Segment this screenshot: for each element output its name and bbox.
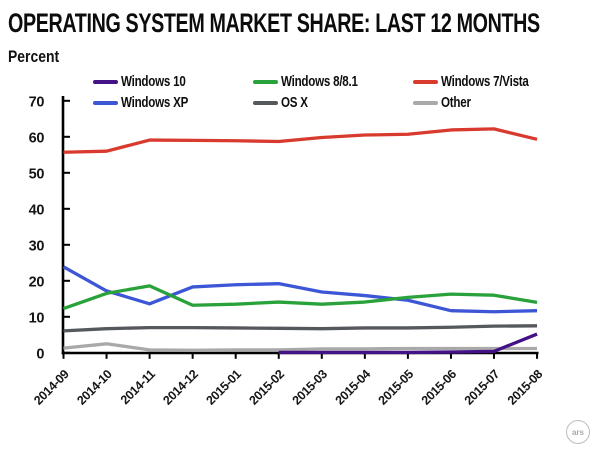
series-line-other (63, 342, 538, 352)
y-axis-title: Percent (8, 47, 60, 66)
legend-label-os-x: OS X (281, 95, 308, 111)
y-tick-label-60: 60 (29, 130, 45, 146)
legend-item-windows-7-vista: Windows 7/Vista (413, 74, 573, 90)
legend-swatch-windows-7-vista (413, 80, 438, 84)
legend-swatch-windows-8-8-1 (253, 80, 278, 84)
legend-item-windows-8-8-1: Windows 8/8.1 (253, 74, 413, 90)
y-tick-label-0: 0 (36, 346, 44, 362)
legend-swatch-os-x (253, 101, 278, 105)
legend-swatch-other (413, 101, 438, 105)
series-line-windows-xp (62, 265, 538, 314)
ars-logo-text: ars (571, 427, 584, 437)
x-tick-label-2014-09: 2014-09 (31, 367, 72, 408)
x-tick-label-2015-04: 2015-04 (333, 367, 374, 408)
x-tick-label-2015-06: 2015-06 (419, 367, 460, 408)
y-tick-label-30: 30 (29, 238, 45, 254)
ars-technica-logo: ars (566, 420, 590, 444)
legend-item-other: Other (413, 95, 573, 111)
x-tick-label-2015-02: 2015-02 (247, 367, 288, 408)
series-line-windows-10 (278, 332, 538, 355)
series-line-windows-7-vista (63, 127, 538, 154)
y-tick-label-50: 50 (29, 166, 45, 182)
legend-label-other: Other (441, 95, 471, 111)
legend-item-windows-xp: Windows XP (93, 95, 253, 111)
y-tick-label-70: 70 (29, 94, 45, 110)
legend-swatch-windows-10 (93, 80, 118, 84)
legend-label-windows-7-vista: Windows 7/Vista (441, 74, 529, 90)
y-tick-label-10: 10 (29, 310, 45, 326)
page-title: OPERATING SYSTEM MARKET SHARE: LAST 12 M… (8, 8, 540, 38)
legend-swatch-windows-xp (93, 101, 118, 105)
x-tick-label-2014-12: 2014-12 (160, 367, 201, 408)
legend-label-windows-10: Windows 10 (121, 74, 186, 90)
y-tick-label-40: 40 (29, 202, 45, 218)
legend-label-windows-xp: Windows XP (121, 95, 189, 111)
legend-item-os-x: OS X (253, 95, 413, 111)
x-tick-label-2014-10: 2014-10 (74, 367, 115, 408)
x-tick-label-2015-03: 2015-03 (290, 367, 331, 408)
y-tick-label-20: 20 (29, 274, 45, 290)
x-tick-label-2015-01: 2015-01 (203, 367, 244, 408)
series-line-os-x (63, 324, 538, 333)
chart-legend: Windows 10 Windows 8/8.1 Windows 7/Vista Wi… (93, 74, 573, 111)
series-line-windows-8-8-1 (62, 284, 538, 311)
x-tick-label-2014-11: 2014-11 (118, 367, 158, 407)
x-tick-label-2015-05: 2015-05 (376, 367, 417, 408)
x-tick-label-2015-08: 2015-08 (505, 367, 546, 408)
legend-item-windows-10: Windows 10 (93, 74, 253, 90)
legend-label-windows-8-8-1: Windows 8/8.1 (281, 74, 358, 90)
x-tick-label-2015-07: 2015-07 (462, 367, 503, 408)
